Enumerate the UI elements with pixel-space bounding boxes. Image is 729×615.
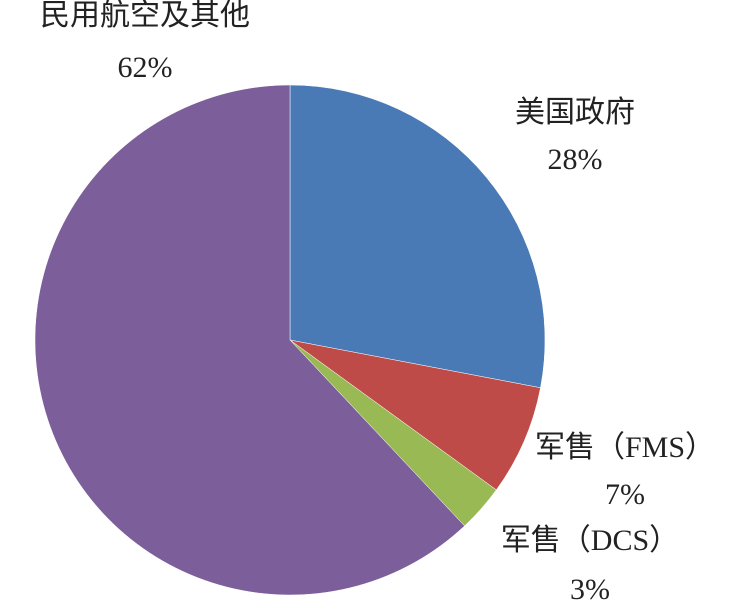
slice-label: 美国政府 (515, 96, 635, 129)
pie-slice (34, 84, 465, 596)
value-label: 7% (605, 478, 645, 511)
value-label: 3% (570, 573, 610, 606)
slice-label: 军售（DCS） (501, 524, 679, 557)
slice-label: 军售（FMS） (535, 431, 715, 464)
pie-slice (289, 339, 541, 491)
value-label: 28% (548, 143, 603, 176)
value-label: 62% (118, 51, 173, 84)
slice-label: 民用航空及其他 (40, 0, 250, 32)
pie-slice (289, 84, 546, 389)
